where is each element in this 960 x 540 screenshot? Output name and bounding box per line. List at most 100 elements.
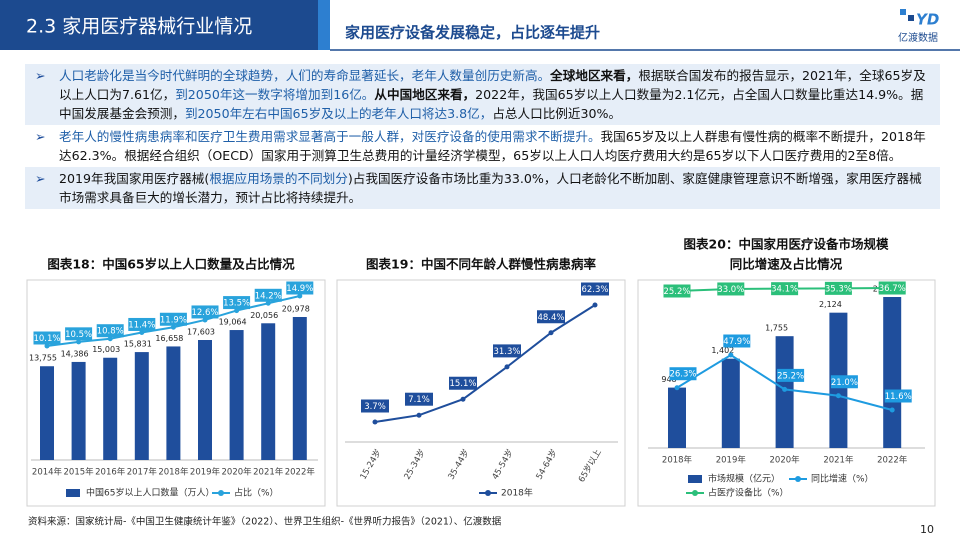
legend-label: 中国65岁以上人口数量（万人）	[86, 487, 214, 499]
data-label-box	[884, 389, 912, 403]
bullet-list: 人口老龄化是当今时代鲜明的全球趋势，人们的寿命显著延长，老年人数量创历史新高。全…	[25, 64, 940, 209]
logo: YD 亿渡数据	[898, 9, 939, 44]
data-label-box	[65, 327, 93, 341]
line-marker	[889, 407, 895, 413]
line-marker	[782, 386, 788, 392]
line-marker	[139, 329, 145, 335]
data-label: 11.6%	[885, 392, 912, 402]
line-marker	[835, 393, 841, 399]
x-tick-label: 2019年	[190, 467, 221, 478]
header-subtitle: 家用医疗设备发展稳定，占比逐年提升	[345, 24, 600, 42]
bar	[229, 330, 244, 460]
data-label-box	[723, 334, 751, 348]
data-label-box	[223, 296, 251, 310]
x-tick-label: 2019年	[716, 455, 747, 466]
data-label: 25.2%	[777, 371, 804, 381]
x-tick-label: 2021年	[823, 455, 854, 466]
data-label: 15.1%	[449, 379, 476, 389]
data-label: 20,056	[250, 311, 278, 320]
logo-mark: YD	[916, 11, 939, 29]
data-label: 47.9%	[723, 337, 750, 347]
x-tick-label: 35-44岁	[446, 447, 472, 481]
line-marker	[265, 300, 271, 306]
bullet-text: 到2050年这一数字将增加到16亿。	[175, 87, 375, 102]
data-label-box	[405, 392, 433, 406]
logo-text: 亿渡数据	[898, 31, 938, 44]
bullet: 老年人的慢性病患病率和医疗卫生费用需求显著高于一般人群，对医疗设备的使用需求不断…	[25, 125, 940, 167]
bar	[292, 317, 307, 460]
bullet: 2019年我国家用医疗器械(根据应用场景的不同划分)占我国医疗设备市场比重为33…	[25, 167, 940, 209]
data-label: 10.1%	[33, 334, 60, 344]
series-line	[374, 304, 596, 423]
bar	[775, 336, 794, 448]
x-tick-label: 2021年	[253, 467, 284, 478]
data-label: 16,658	[155, 334, 183, 343]
bar	[883, 297, 902, 448]
data-label: 948	[661, 375, 676, 384]
data-label: 48.4%	[537, 313, 564, 323]
chart-frame	[26, 279, 326, 507]
bar	[103, 357, 118, 460]
data-label-box	[771, 282, 799, 296]
x-tick-label: 2020年	[222, 467, 253, 478]
line-marker	[107, 336, 113, 342]
data-label-box	[581, 282, 609, 296]
bullet-text: 2022年，我国65岁以上人口数量为2.1亿元，占全国人口数量比重达14.9%。…	[59, 87, 924, 121]
data-label-box	[96, 324, 124, 338]
x-tick-label: 2018年	[158, 467, 189, 478]
bar	[261, 323, 276, 460]
data-label: 10.5%	[65, 330, 92, 340]
x-tick-label: 2016年	[95, 467, 126, 478]
bullet-text: 根据应用场景的不同划分	[209, 171, 348, 186]
line-marker	[372, 419, 378, 425]
bullet: 人口老龄化是当今时代鲜明的全球趋势，人们的寿命显著延长，老年人数量创历史新高。全…	[25, 64, 940, 125]
x-tick-label: 65岁以上	[576, 447, 604, 484]
x-tick-label: 2020年	[770, 455, 801, 466]
header-band	[0, 0, 330, 50]
data-label: 14.2%	[255, 291, 282, 301]
legend-label: 2018年	[501, 487, 533, 499]
page-number: 10	[920, 523, 934, 536]
data-label: 20,978	[282, 305, 310, 314]
data-label-box	[663, 284, 691, 298]
data-label-box	[254, 288, 282, 302]
x-tick-label: 2015年	[64, 467, 95, 478]
bullet-text: 从中国地区来看，	[374, 87, 476, 102]
bullet-text: 占总人口比例近30%。	[492, 106, 622, 121]
data-label: 36.7%	[879, 284, 906, 294]
chart-title: 图表20：中国家用医疗设备市场规模	[684, 237, 889, 252]
x-tick-label: 2017年	[127, 467, 158, 478]
data-label-box	[286, 281, 314, 295]
line-marker	[297, 293, 303, 299]
line-marker	[202, 317, 208, 323]
line-marker	[674, 385, 680, 391]
line-marker	[44, 343, 50, 349]
data-label: 1,402	[711, 346, 734, 355]
bar	[134, 352, 149, 460]
data-label-box	[777, 368, 805, 382]
bar	[40, 366, 54, 460]
header-accent	[318, 0, 330, 50]
chart-frame	[637, 279, 936, 507]
footnote: 资料来源：国家统计局-《中国卫生健康统计年鉴》（2022）、世界卫生组织-《世界…	[28, 516, 502, 528]
bullet-text: 老年人的慢性病患病率和医疗卫生费用需求显著高于一般人群，对医疗设备的使用需求不断…	[59, 129, 601, 144]
data-label: 13.5%	[223, 299, 250, 309]
data-label-box	[159, 312, 187, 326]
logo-dot	[908, 15, 914, 21]
data-label: 31.3%	[493, 347, 520, 357]
data-label: 33.0%	[717, 285, 744, 295]
bar	[71, 361, 86, 460]
data-label-box	[128, 317, 156, 331]
line-marker	[170, 324, 176, 330]
data-label-box	[361, 399, 389, 413]
x-tick-label: 45-54岁	[490, 447, 516, 481]
data-label-box	[493, 344, 521, 358]
data-label-box	[449, 376, 477, 390]
line-marker	[460, 396, 466, 402]
bullet-text: 到2050年左右中国65岁及以上的老年人口将达3.8亿，	[184, 106, 493, 121]
data-label: 15,831	[124, 340, 152, 349]
legend-label: 占医疗设备比（%）	[708, 487, 789, 499]
legend-label: 市场规模（亿元）	[708, 473, 780, 485]
data-label: 14.9%	[286, 284, 313, 294]
